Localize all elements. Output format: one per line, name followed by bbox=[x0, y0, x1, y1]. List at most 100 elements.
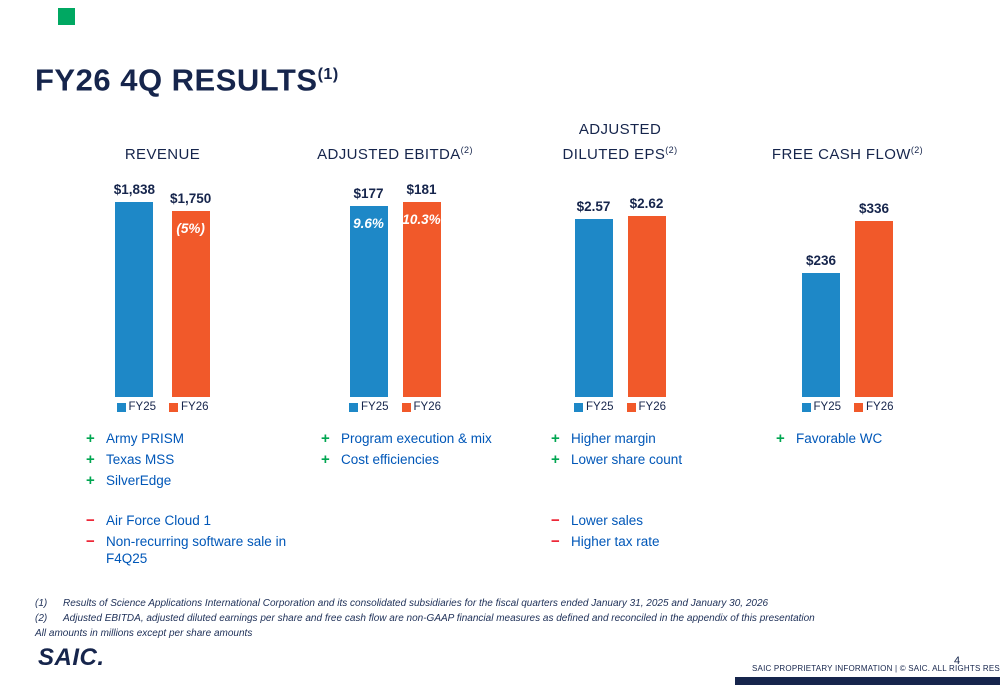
plus-icon: + bbox=[86, 472, 95, 489]
chart-title: ADJUSTED EBITDA(2) bbox=[285, 118, 505, 165]
legend-item-fy25: FY25 bbox=[801, 401, 841, 413]
bar-chart: $177 9.6% $181 10.3% bbox=[285, 118, 505, 397]
brand-accent-square bbox=[58, 8, 75, 25]
page-title-text: FY26 4Q RESULTS bbox=[35, 62, 318, 98]
bar-fy26 bbox=[855, 221, 893, 397]
driver-text: Non-recurring software sale in F4Q25 bbox=[106, 534, 287, 566]
bar-value-label: $181 bbox=[406, 182, 437, 197]
positive-drivers: + Army PRISM + Texas MSS + SilverEdge bbox=[86, 430, 295, 493]
legend-item-fy26: FY26 bbox=[401, 401, 442, 413]
bar-value-label: $2.62 bbox=[629, 196, 664, 211]
bar-fy25: 9.6% bbox=[349, 206, 388, 397]
footnote: (2) Adjusted EBITDA, adjusted diluted ear… bbox=[35, 611, 960, 626]
footnote-number: (2) bbox=[35, 613, 48, 624]
legend-item-fy26: FY26 bbox=[626, 401, 667, 413]
bar-fy26: 10.3% bbox=[402, 202, 441, 397]
legend-item-fy25: FY25 bbox=[116, 401, 157, 413]
positive-driver: + Lower share count bbox=[551, 451, 745, 468]
legend-label: FY26 bbox=[638, 401, 667, 413]
bar-group-fy26: $181 10.3% bbox=[402, 182, 441, 397]
legend-label: FY26 bbox=[413, 401, 442, 413]
panel-adjusted-diluted-eps: ADJUSTED DILUTED EPS(2) $2.57 $2.62 FY25 FY26… bbox=[515, 118, 725, 588]
driver-text: Army PRISM bbox=[106, 431, 185, 446]
plus-icon: + bbox=[551, 451, 560, 468]
panel-free-cash-flow: FREE CASH FLOW(2) $236 $336 FY25 FY26 + Favora… bbox=[740, 118, 955, 588]
driver-text: Lower sales bbox=[571, 513, 644, 528]
chart-legend: FY25 FY26 bbox=[50, 401, 275, 413]
legend-label: FY26 bbox=[181, 401, 209, 413]
minus-icon: − bbox=[86, 512, 95, 529]
driver-text: SilverEdge bbox=[106, 473, 172, 488]
bar-group-fy25: $2.57 bbox=[574, 199, 613, 397]
driver-text: Program execution & mix bbox=[341, 431, 492, 446]
legend-item-fy25: FY25 bbox=[574, 401, 614, 413]
legend-swatch-icon bbox=[801, 402, 811, 412]
legend-label: FY25 bbox=[128, 401, 157, 413]
bar-annotation: (5%) bbox=[176, 221, 205, 236]
bar-group-fy25: $1,838 bbox=[114, 182, 155, 397]
legend-swatch-icon bbox=[401, 402, 411, 412]
chart-title-line: ADJUSTED bbox=[578, 121, 662, 138]
bar-fy25 bbox=[802, 273, 840, 397]
legend-swatch-icon bbox=[349, 402, 358, 412]
chart-title-superscript: (2) bbox=[665, 145, 678, 155]
negative-driver: − Non-recurring software sale in F4Q25 bbox=[86, 533, 295, 567]
bar-value-label: $336 bbox=[858, 201, 890, 216]
bar-annotation: 10.3% bbox=[402, 212, 441, 227]
positive-drivers: + Program execution & mix + Cost efficienci… bbox=[321, 430, 525, 472]
page-title: FY26 4Q RESULTS(1) bbox=[35, 56, 339, 98]
footnote-text: Results of Science Applications Internat… bbox=[63, 598, 769, 609]
bar-annotation: 9.6% bbox=[353, 216, 384, 231]
bar-chart: $2.57 $2.62 bbox=[515, 118, 725, 397]
bar-group-fy26: $2.62 bbox=[627, 196, 666, 397]
chart-panels: REVENUE $1,838 $1,750 (5%) FY25 FY26 + Army PRI… bbox=[0, 118, 1000, 588]
bar-chart: $236 $336 bbox=[740, 118, 955, 397]
positive-drivers: + Favorable WC bbox=[776, 430, 975, 451]
plus-icon: + bbox=[321, 451, 330, 468]
page-title-superscript: (1) bbox=[317, 65, 339, 83]
negative-driver: − Higher tax rate bbox=[551, 533, 745, 550]
page-number: 4 bbox=[954, 655, 961, 667]
minus-icon: − bbox=[551, 512, 560, 529]
bar-group-fy26: $1,750 (5%) bbox=[170, 191, 211, 397]
driver-text: Higher margin bbox=[571, 431, 656, 446]
bar-fy26: (5%) bbox=[171, 211, 210, 397]
negative-drivers: − Lower sales − Higher tax rate bbox=[551, 512, 745, 554]
bar-fy26 bbox=[627, 216, 666, 397]
negative-driver: − Lower sales bbox=[551, 512, 745, 529]
chart-title-superscript: (2) bbox=[460, 145, 473, 155]
legend-label: FY26 bbox=[866, 401, 894, 413]
driver-text: Texas MSS bbox=[106, 452, 175, 467]
chart-title-line: REVENUE bbox=[124, 146, 201, 163]
negative-drivers: − Air Force Cloud 1− Non-recurring softwar… bbox=[86, 512, 295, 571]
chart-title: REVENUE bbox=[50, 118, 275, 165]
chart-legend: FY25 FY26 bbox=[740, 401, 955, 413]
plus-icon: + bbox=[776, 430, 785, 447]
legend-swatch-icon bbox=[169, 402, 178, 412]
plus-icon: + bbox=[86, 430, 95, 447]
legend-item-fy25: FY25 bbox=[349, 401, 389, 413]
driver-text: Lower share count bbox=[571, 452, 683, 467]
minus-icon: − bbox=[551, 533, 560, 550]
minus-icon: − bbox=[86, 533, 95, 550]
bar-value-label: $1,750 bbox=[170, 191, 212, 206]
chart-legend: FY25 FY26 bbox=[515, 401, 725, 413]
footnote-text: Adjusted EBITDA, adjusted diluted earnin… bbox=[63, 613, 815, 624]
bar-chart: $1,838 $1,750 (5%) bbox=[50, 118, 275, 397]
footer-bar bbox=[735, 677, 1000, 685]
chart-title-line: FREE CASH FLOW(2) bbox=[771, 145, 924, 163]
footnote-number: (1) bbox=[35, 598, 48, 609]
bar-group-fy26: $336 bbox=[855, 201, 893, 397]
chart-title-superscript: (2) bbox=[910, 145, 924, 155]
bar-value-label: $236 bbox=[805, 253, 837, 268]
bar-value-label: $1,838 bbox=[113, 182, 155, 197]
driver-text: Favorable WC bbox=[796, 431, 883, 446]
positive-driver: + Program execution & mix bbox=[321, 430, 525, 447]
bar-fy25 bbox=[574, 219, 613, 397]
footnote: (1) Results of Science Applications Inter… bbox=[35, 596, 960, 611]
legend-swatch-icon bbox=[854, 402, 863, 412]
positive-driver: + Cost efficiencies bbox=[321, 451, 525, 468]
footnotes: (1) Results of Science Applications Inter… bbox=[35, 596, 960, 641]
positive-driver: + Texas MSS bbox=[86, 451, 295, 468]
